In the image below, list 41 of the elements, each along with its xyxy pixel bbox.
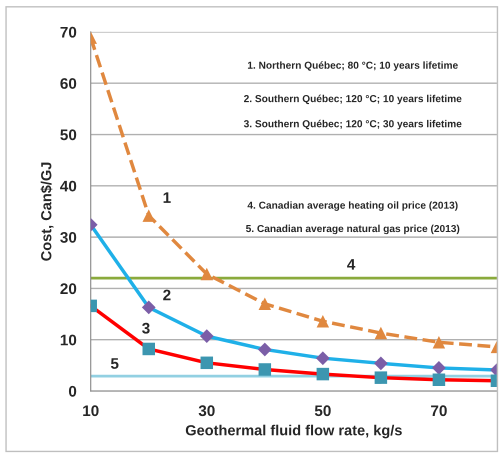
x-axis-title: Geothermal fluid flow rate, kg/s	[186, 424, 402, 438]
point	[374, 371, 388, 384]
point	[142, 300, 156, 314]
annotation: 4. Canadian average heating oil price (2013)	[248, 201, 458, 211]
annotation: 4	[347, 259, 356, 270]
point	[200, 329, 214, 344]
point	[200, 356, 214, 370]
point	[374, 356, 388, 370]
series-label: 1	[164, 192, 171, 203]
annotation: 5. Canadian average natural gas price (2013)	[246, 224, 460, 234]
annotation: 3. Southern Québec; 120 °C; 30 years lifetime	[244, 120, 462, 130]
y-tick-label: 50	[60, 129, 76, 140]
y-tick-label: 10	[60, 334, 76, 346]
series-label: 3	[142, 322, 150, 334]
point	[258, 363, 272, 376]
point	[432, 361, 446, 375]
annotation: 5	[110, 358, 119, 369]
series-label: 2	[163, 290, 171, 300]
point	[200, 268, 214, 280]
annotation: 2. Southern Québec; 120 °C; 10 years lifetime	[244, 94, 462, 104]
y-tick-label: 20	[60, 283, 76, 294]
y-tick-label: 60	[60, 78, 76, 89]
y-tick-label: 40	[60, 180, 76, 192]
point	[258, 342, 272, 356]
x-tick-label: 10	[83, 405, 99, 416]
x-tick-label: 70	[431, 405, 447, 416]
y-tick-label: 70	[60, 26, 76, 38]
y-axis-title: Cost, Can$/GJ	[40, 162, 54, 261]
point	[258, 298, 272, 310]
annotation: 1. Northern Québec; 80 °C; 10 years lifetime	[248, 61, 458, 71]
point	[142, 342, 155, 356]
y-tick-label: 30	[60, 232, 76, 243]
point	[432, 336, 446, 349]
x-tick-label: 30	[198, 405, 215, 416]
y-tick-label: 0	[68, 386, 76, 397]
point	[316, 351, 330, 366]
point	[316, 315, 330, 328]
x-tick-label: 50	[314, 405, 331, 416]
point	[316, 368, 330, 380]
point	[374, 326, 388, 340]
point	[432, 373, 446, 386]
